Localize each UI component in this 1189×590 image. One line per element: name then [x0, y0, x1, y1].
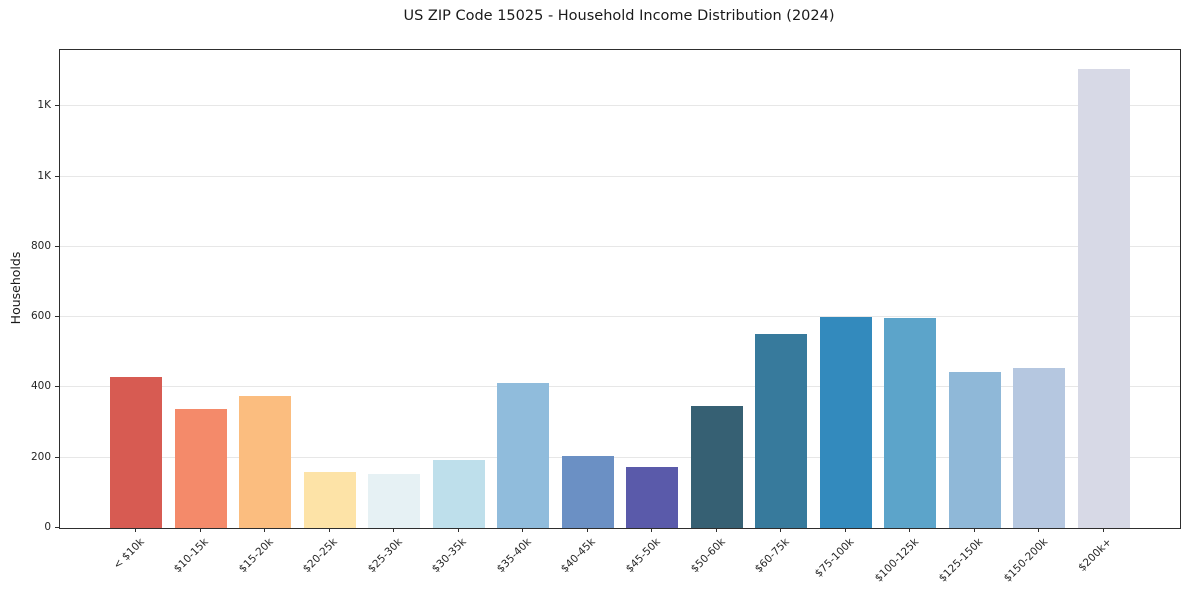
x-tick	[715, 528, 717, 532]
gridline	[60, 386, 1180, 388]
x-tick	[522, 528, 524, 532]
bar	[432, 460, 485, 528]
y-tick	[55, 245, 59, 247]
bar	[1078, 69, 1130, 528]
x-tick	[457, 528, 459, 532]
x-tick-label: $60-75k	[752, 536, 792, 576]
x-tick	[1038, 528, 1040, 532]
x-tick	[586, 528, 588, 532]
y-tick-label: 200	[30, 450, 51, 463]
x-tick-label: $200k+	[1076, 536, 1115, 574]
x-tick-label: $40-45k	[559, 536, 599, 576]
y-tick	[55, 316, 59, 318]
gridline	[60, 456, 1180, 458]
x-tick-label: $50-60k	[688, 536, 728, 576]
y-tick-label: 800	[30, 239, 51, 252]
x-tick	[393, 528, 395, 532]
y-tick-label: 0	[44, 521, 51, 533]
x-tick-label: $15-20k	[236, 536, 276, 576]
x-tick	[780, 528, 782, 532]
x-tick-label: $35-40k	[494, 536, 534, 576]
y-tick	[55, 386, 59, 388]
x-tick-label: $30-35k	[430, 536, 470, 576]
x-tick-label: $45-50k	[623, 536, 663, 576]
x-tick	[135, 528, 136, 532]
bar	[239, 396, 292, 528]
x-tick	[844, 528, 846, 532]
chart-title: US ZIP Code 15025 - Household Income Dis…	[403, 8, 835, 24]
x-tick	[328, 528, 330, 532]
x-tick	[973, 528, 975, 532]
bar	[690, 406, 743, 528]
y-tick	[55, 105, 59, 107]
x-tick	[264, 528, 266, 532]
y-axis-title: Households	[8, 251, 23, 325]
x-tick	[1103, 528, 1104, 532]
y-tick	[55, 527, 59, 528]
x-tick-label: $150-200k	[1001, 536, 1050, 585]
bar	[626, 467, 679, 528]
gridline	[60, 105, 1180, 107]
x-tick-label: $100-125k	[872, 536, 921, 585]
bar	[110, 376, 162, 528]
x-tick	[651, 528, 653, 532]
bar	[303, 472, 356, 528]
plot-area	[59, 49, 1181, 529]
y-tick	[55, 456, 59, 458]
y-tick-label: 1K	[37, 99, 51, 112]
y-tick-label: 400	[30, 380, 51, 393]
x-tick-label: $10-15k	[171, 536, 212, 576]
x-tick-label: $20-25k	[300, 536, 341, 576]
x-tick-label: $75-100k	[812, 536, 857, 580]
y-tick	[55, 175, 59, 177]
bar	[884, 318, 937, 528]
bar	[948, 372, 1001, 528]
gridline	[60, 245, 1180, 247]
bar	[819, 317, 872, 528]
bar	[368, 473, 421, 528]
bar	[561, 456, 614, 528]
gridline	[60, 316, 1180, 318]
x-tick-label: $125-150k	[936, 536, 986, 585]
x-tick-label: < $10k	[110, 536, 147, 572]
bar	[497, 383, 550, 528]
x-tick-label: $25-30k	[365, 536, 405, 576]
bar	[174, 408, 227, 528]
bar	[755, 334, 808, 528]
gridline	[60, 175, 1180, 177]
y-tick-label: 1K	[37, 169, 51, 182]
y-tick-label: 600	[30, 310, 51, 323]
x-tick	[909, 528, 911, 532]
bar	[1013, 368, 1066, 528]
x-tick	[199, 528, 201, 532]
